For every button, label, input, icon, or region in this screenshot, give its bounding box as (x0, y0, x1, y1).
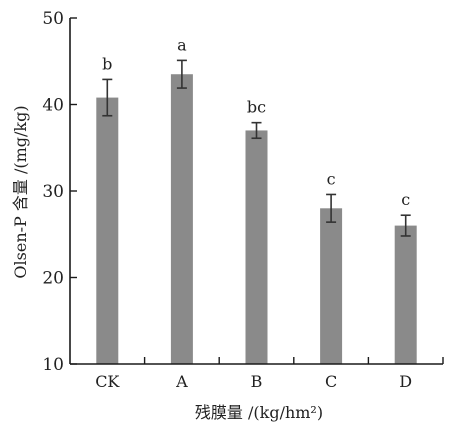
y-tick-label: 40 (42, 96, 64, 116)
x-ticks-group: CK A B C D (95, 357, 444, 391)
significance-label: a (177, 35, 187, 54)
bar-c (320, 208, 343, 364)
y-axis-title: Olsen-P 含量 /(mg/kg) (11, 105, 30, 278)
x-tick-label: A (175, 372, 188, 391)
x-tick-label: D (399, 372, 412, 391)
x-tick-label: CK (95, 372, 120, 391)
significance-label: c (327, 169, 336, 188)
significance-label: b (102, 54, 112, 73)
y-tick-label: 50 (42, 9, 64, 29)
bar-b (245, 130, 268, 364)
y-tick-label: 10 (42, 355, 64, 375)
x-axis-title: 残膜量 /(kg/hm²) (195, 403, 323, 422)
x-tick-label: C (325, 372, 337, 391)
significance-label: c (401, 190, 410, 209)
significance-labels-group: b a bc c c (102, 35, 410, 209)
significance-label: bc (247, 98, 266, 117)
x-tick-label: B (251, 372, 263, 391)
bars-group (96, 74, 417, 364)
y-tick-label: 20 (42, 269, 64, 289)
bar-d (394, 225, 417, 364)
y-tick-label: 30 (42, 182, 64, 202)
bar-ck (96, 97, 119, 364)
y-ticks-group: 10 20 30 40 50 (42, 9, 77, 375)
bar-a (170, 74, 193, 364)
error-bars-group (102, 59, 411, 237)
